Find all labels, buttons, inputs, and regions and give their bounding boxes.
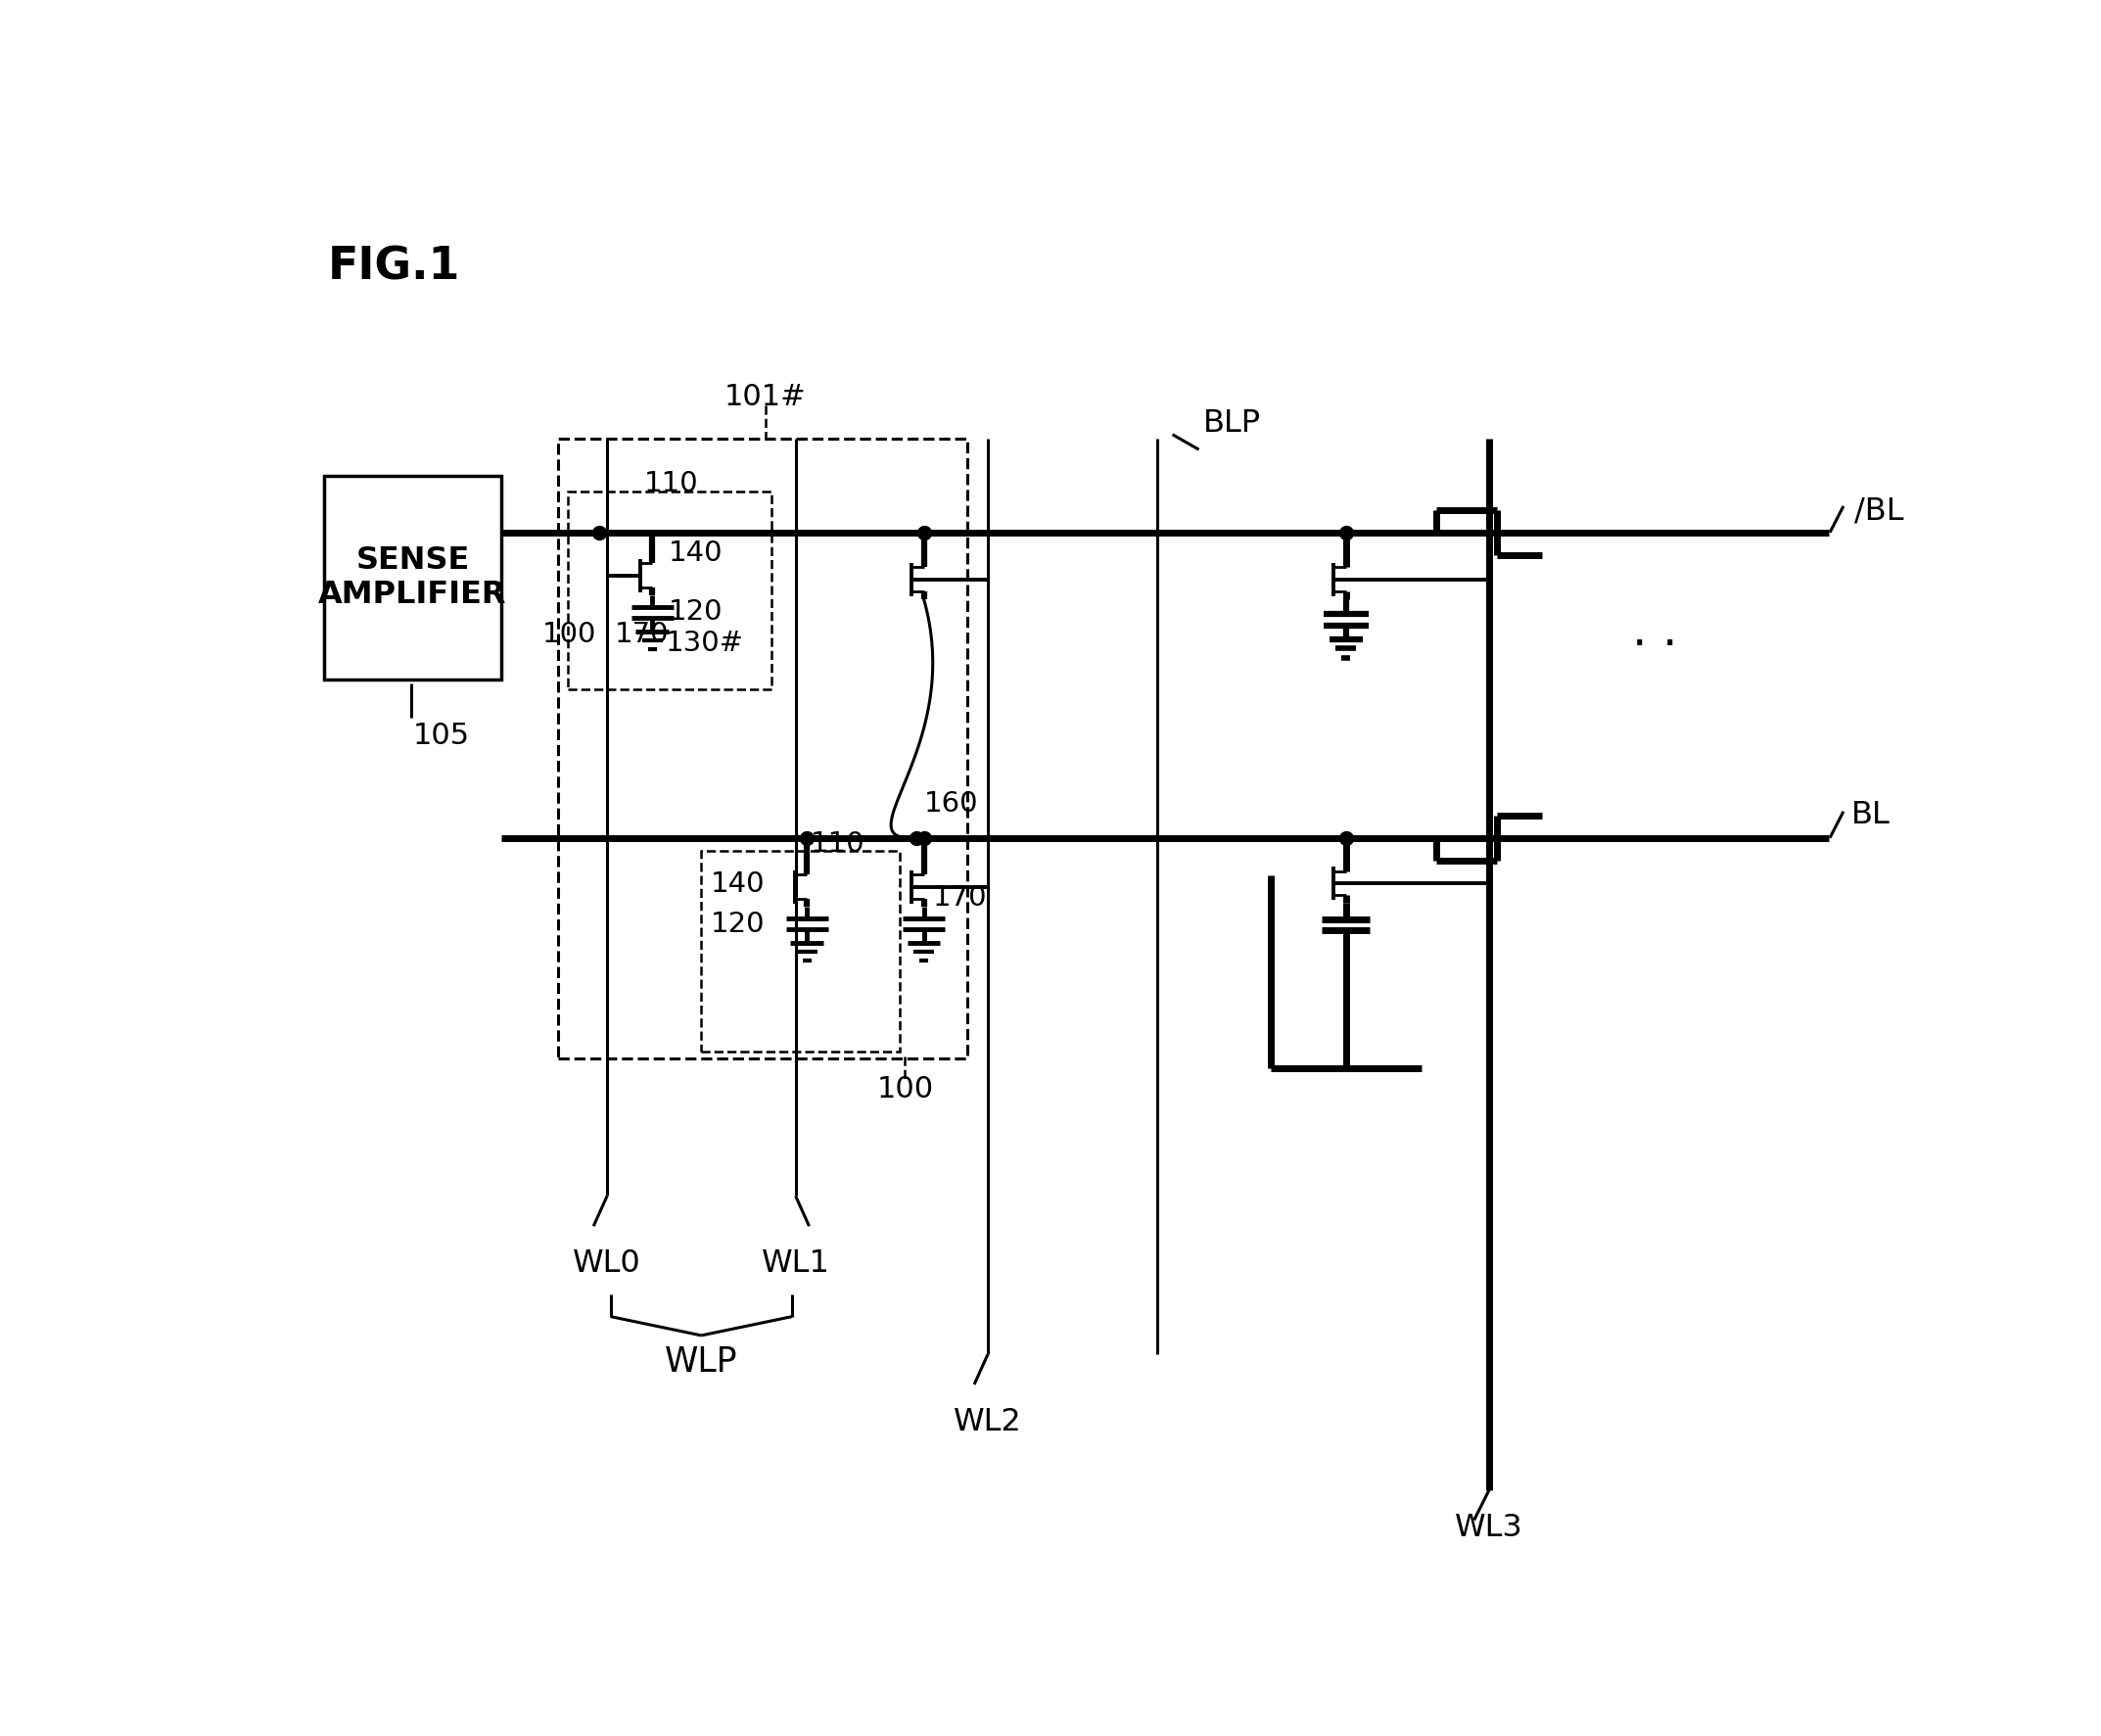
- Text: /BL: /BL: [1855, 496, 1904, 526]
- Text: 140: 140: [668, 540, 723, 566]
- Text: WL2: WL2: [954, 1406, 1021, 1437]
- Text: 101#: 101#: [725, 382, 807, 411]
- Text: 170: 170: [933, 884, 987, 911]
- Text: 110: 110: [645, 470, 698, 496]
- Text: 140: 140: [710, 870, 765, 898]
- Text: WLP: WLP: [664, 1345, 737, 1378]
- Text: 120: 120: [710, 911, 765, 937]
- Bar: [324, 476, 502, 679]
- Text: 100: 100: [542, 620, 597, 648]
- Text: BL: BL: [1851, 800, 1891, 830]
- Text: WL1: WL1: [761, 1248, 830, 1279]
- Text: WL0: WL0: [574, 1248, 641, 1279]
- Bar: [567, 491, 771, 689]
- Text: 160: 160: [924, 790, 979, 818]
- Bar: [559, 437, 966, 1059]
- Text: · ·: · ·: [1632, 621, 1679, 668]
- Text: 170: 170: [616, 620, 668, 648]
- Text: 120: 120: [668, 597, 723, 625]
- Text: 130#: 130#: [666, 630, 744, 656]
- Text: 100: 100: [876, 1075, 933, 1102]
- Text: SENSE
AMPLIFIER: SENSE AMPLIFIER: [319, 545, 506, 611]
- Text: 105: 105: [412, 722, 471, 750]
- Text: 110: 110: [811, 830, 866, 858]
- Text: WL3: WL3: [1456, 1512, 1523, 1543]
- Bar: [702, 851, 899, 1052]
- Text: BLP: BLP: [1202, 408, 1261, 439]
- Text: FIG.1: FIG.1: [328, 245, 460, 290]
